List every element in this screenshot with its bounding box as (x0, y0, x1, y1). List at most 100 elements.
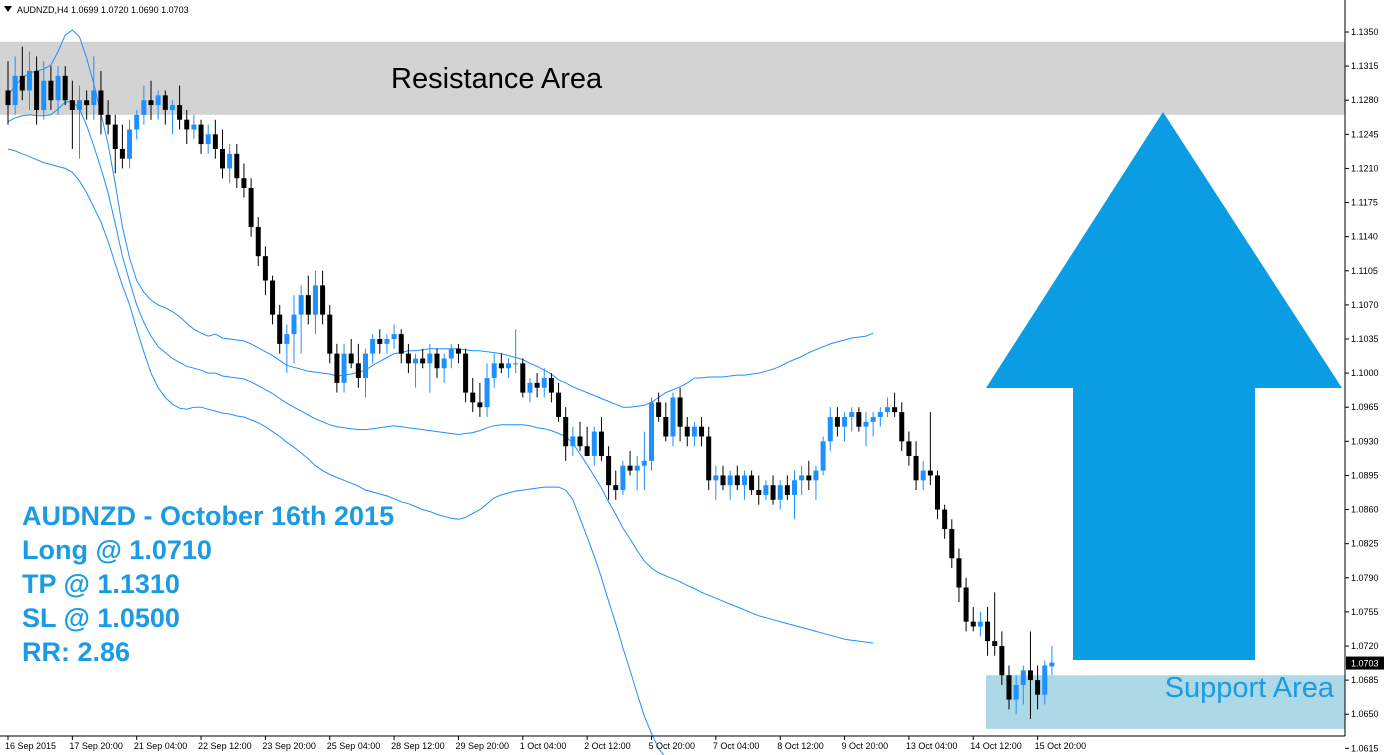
price-tick-label: 1.1070 (1351, 300, 1379, 310)
candle-body (777, 485, 783, 500)
current-price-tag-bg (1346, 656, 1384, 670)
candle-body (162, 95, 168, 110)
candle-body (935, 475, 940, 510)
candle (184, 109, 190, 145)
candle-body (985, 621, 991, 642)
price-tick-label: 1.1280 (1351, 95, 1379, 105)
time-tick-label: 7 Oct 04:00 (713, 741, 760, 751)
candle-body (405, 353, 411, 364)
candle (320, 270, 326, 325)
candle (949, 519, 955, 569)
candle-body (992, 641, 998, 646)
candle-body (913, 455, 919, 481)
price-tick-label: 1.1035 (1351, 334, 1379, 344)
price-tick-label: 1.0860 (1351, 505, 1379, 515)
candle-body (956, 558, 962, 588)
candle (806, 460, 812, 491)
candle (820, 436, 826, 476)
candle-body (291, 314, 297, 335)
candle-body (463, 353, 469, 393)
candle-body (684, 426, 690, 437)
candle-body (670, 397, 676, 437)
candle (591, 426, 597, 466)
candle-body (19, 75, 25, 91)
candle-body (284, 334, 290, 344)
candle-body (563, 416, 569, 447)
candle (248, 178, 254, 237)
candle-body (169, 105, 175, 110)
resistance-area-label: Resistance Area (391, 63, 603, 95)
candle-body (541, 377, 547, 388)
candle-body (920, 470, 926, 481)
candle (899, 402, 905, 452)
candle-body (413, 358, 419, 364)
candle-body (384, 339, 390, 344)
candle (856, 407, 862, 432)
candle (91, 56, 97, 120)
candle-body (770, 485, 776, 500)
candle-body (513, 363, 519, 365)
candle (970, 607, 976, 632)
candle-body (1027, 670, 1033, 681)
summary-take-profit: TP @ 1.1310 (22, 569, 180, 599)
candle-body (884, 407, 890, 413)
candle (477, 382, 483, 417)
candle-body (1020, 670, 1026, 685)
candle-body (12, 75, 18, 106)
candle-body (498, 363, 504, 369)
price-tick-label: 1.1245 (1351, 129, 1379, 139)
candle-body (713, 475, 719, 481)
time-tick-label: 16 Sep 2015 (5, 741, 56, 751)
chart-menu-icon[interactable] (4, 6, 12, 12)
candle (584, 426, 590, 456)
candle (305, 275, 311, 325)
time-tick-label: 2 Oct 12:00 (584, 741, 631, 751)
candle (613, 470, 619, 500)
candle-body (999, 646, 1005, 676)
up-arrow-icon (986, 112, 1342, 660)
candle (434, 348, 440, 378)
candle-body (720, 475, 726, 486)
candle-body (506, 363, 511, 369)
candle-body (334, 353, 340, 383)
candle (198, 119, 204, 154)
candle (985, 607, 991, 656)
candle-body (663, 416, 669, 437)
candle (541, 368, 547, 398)
candle (663, 402, 669, 442)
candle (534, 373, 540, 398)
candle-body (69, 100, 75, 110)
candle (284, 324, 290, 374)
candle-body (1049, 662, 1055, 667)
price-tick-label: 1.1140 (1351, 232, 1378, 242)
resistance-zone (0, 41, 1345, 115)
candle-body (84, 100, 90, 106)
candle (327, 304, 333, 364)
candle (620, 460, 626, 495)
candle-body (892, 407, 898, 413)
candle-body (134, 114, 140, 130)
candle (1013, 675, 1019, 715)
band-upper (7, 29, 874, 408)
candle-body (34, 70, 40, 110)
candle (870, 412, 876, 437)
candle (398, 329, 404, 364)
candle (134, 109, 140, 140)
candle (205, 124, 211, 154)
candle (341, 343, 347, 393)
candle-body (91, 90, 97, 106)
candle (813, 465, 819, 500)
candle (377, 329, 383, 354)
price-tick-label: 1.0720 (1351, 641, 1379, 651)
price-tick-label: 1.0825 (1351, 539, 1379, 549)
candle-body (391, 334, 397, 339)
candle (741, 470, 747, 500)
price-tick-label: 1.0790 (1351, 573, 1379, 583)
candle (699, 416, 705, 447)
candle-body (727, 475, 733, 486)
candle-body (1035, 680, 1041, 695)
price-tick-label: 1.0685 (1351, 675, 1379, 685)
candle-body (305, 295, 311, 315)
candle-body (598, 431, 604, 456)
candle (41, 61, 47, 120)
